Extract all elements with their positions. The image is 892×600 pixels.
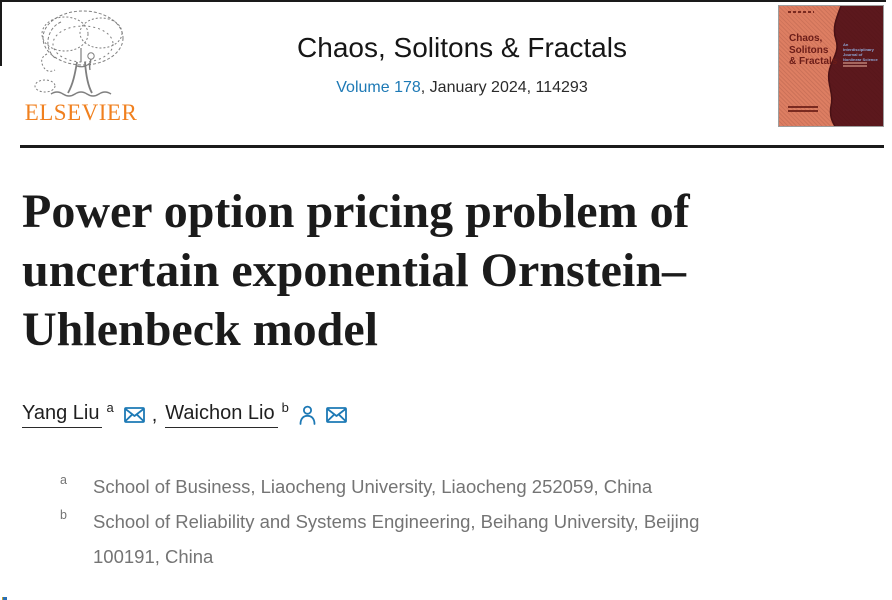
affiliation-text: School of Reliability and Systems Engine…: [93, 511, 700, 567]
author-affiliation-sup: a: [106, 399, 114, 415]
email-author-button[interactable]: [123, 407, 145, 423]
affiliation-item: b School of Reliability and Systems Engi…: [60, 504, 833, 574]
journal-cover-thumbnail[interactable]: Chaos, Solitons & Fractals An Interdisci…: [778, 5, 884, 127]
authors-row: Yang Liu a , Waichon Lio b: [22, 399, 352, 428]
cutoff-ui-fragment: [2, 597, 7, 600]
window-frame-top: [0, 0, 886, 2]
volume-link[interactable]: Volume 178: [336, 79, 421, 96]
affiliations-list: a School of Business, Liaocheng Universi…: [60, 469, 833, 574]
cover-top-marks: [788, 11, 814, 13]
affiliation-text: School of Business, Liaocheng University…: [93, 476, 653, 497]
cover-journal-title: Chaos, Solitons & Fractals: [789, 33, 838, 67]
cover-small-text-line: [843, 65, 867, 67]
affiliation-item: a School of Business, Liaocheng Universi…: [60, 469, 833, 504]
elsevier-logo: ELSEVIER: [22, 6, 140, 126]
cover-editors-text: [788, 106, 818, 108]
window-frame-left: [0, 0, 2, 66]
article-title: Power option pricing problem of uncertai…: [22, 185, 690, 356]
email-author-button[interactable]: [325, 407, 347, 423]
cover-subtitle: An Interdisciplinary Journal of Nonlinea…: [843, 42, 878, 62]
elsevier-tree-icon: [34, 10, 124, 97]
cover-editors-text: [788, 110, 818, 112]
corresponding-author-button[interactable]: [299, 405, 316, 425]
elsevier-wordmark: ELSEVIER: [24, 100, 138, 125]
affiliation-sup: b: [60, 508, 67, 522]
volume-issue-line: Volume 178, January 2024, 114293: [150, 79, 774, 97]
author-link[interactable]: Waichon Lio: [165, 402, 278, 428]
author-affiliation-sup: b: [281, 399, 289, 415]
cover-small-text-line: [843, 62, 867, 64]
envelope-icon: [123, 407, 145, 423]
author-link[interactable]: Yang Liu: [22, 402, 103, 428]
author-separator: ,: [151, 403, 158, 426]
envelope-icon: [325, 407, 347, 423]
issue-info: , January 2024, 114293: [420, 79, 588, 96]
journal-header: Chaos, Solitons & Fractals Volume 178, J…: [150, 32, 774, 97]
header-divider: [20, 145, 884, 148]
person-icon: [299, 405, 316, 425]
journal-name-link[interactable]: Chaos, Solitons & Fractals: [297, 32, 627, 63]
affiliation-sup: a: [60, 473, 67, 487]
cover-artwork: [827, 6, 883, 126]
